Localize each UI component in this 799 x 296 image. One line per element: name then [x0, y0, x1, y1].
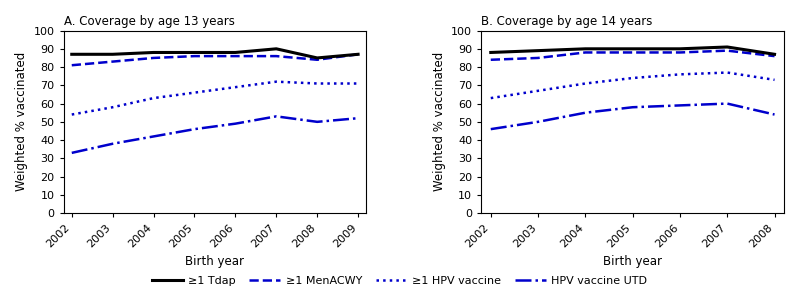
Y-axis label: Weighted % vaccinated: Weighted % vaccinated [433, 52, 446, 192]
X-axis label: Birth year: Birth year [185, 255, 244, 268]
X-axis label: Birth year: Birth year [603, 255, 662, 268]
Y-axis label: Weighted % vaccinated: Weighted % vaccinated [15, 52, 28, 192]
Text: A. Coverage by age 13 years: A. Coverage by age 13 years [64, 15, 234, 28]
Text: B. Coverage by age 14 years: B. Coverage by age 14 years [481, 15, 653, 28]
Legend: ≥1 Tdap, ≥1 MenACWY, ≥1 HPV vaccine, HPV vaccine UTD: ≥1 Tdap, ≥1 MenACWY, ≥1 HPV vaccine, HPV… [147, 271, 652, 290]
